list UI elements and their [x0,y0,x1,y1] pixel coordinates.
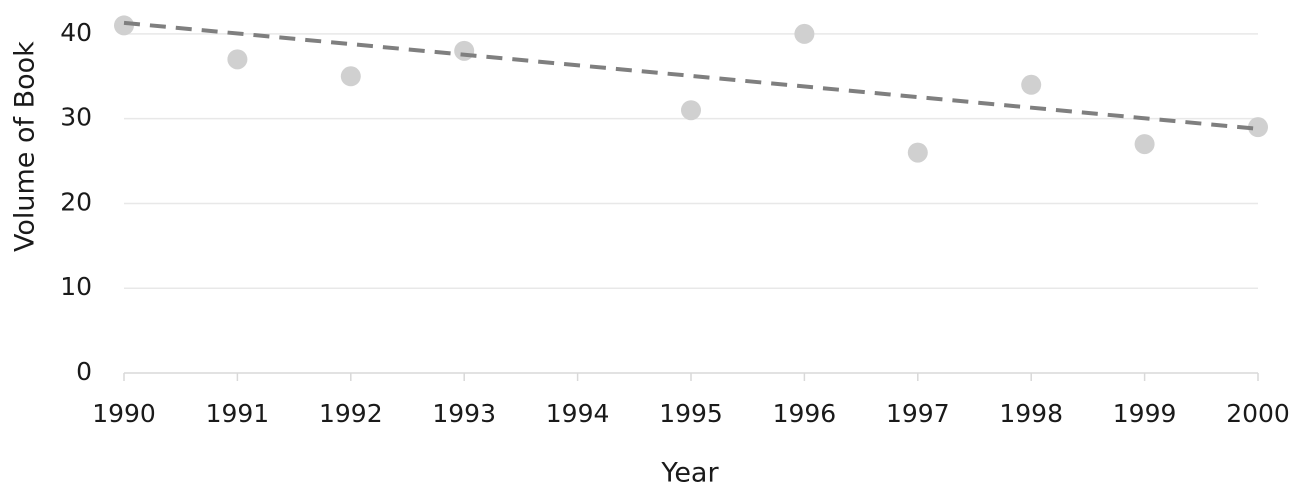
point [340,66,361,87]
y-axis-title: Volume of Book [10,41,41,252]
point [114,15,134,36]
point [1248,117,1268,138]
point [794,23,815,44]
x-tick-label: 1995 [659,399,723,428]
point [907,142,928,163]
y-tick-label: 40 [60,18,92,47]
point [1021,74,1042,95]
y-tick-label: 30 [60,103,92,132]
point [681,100,701,121]
x-tick-label: 1992 [319,399,383,428]
y-tick-label: 20 [60,187,92,216]
x-tick-label: 2000 [1226,399,1290,428]
x-tick-label: 1994 [546,399,610,428]
y-tick-label: 0 [76,357,92,386]
x-tick-label: 1997 [886,399,950,428]
x-tick-label: 1999 [1113,399,1177,428]
x-tick-label: 1996 [773,399,837,428]
point [1134,134,1155,155]
trendline [123,20,1259,131]
point [454,40,475,61]
y-tick-label: 10 [60,272,92,301]
x-tick-label: 1993 [432,399,496,428]
point [227,49,248,70]
x-tick-label: 1998 [999,399,1063,428]
x-tick-label: 1991 [206,399,270,428]
x-tick-label: 1990 [92,399,156,428]
x-axis-title: Year [660,458,719,489]
